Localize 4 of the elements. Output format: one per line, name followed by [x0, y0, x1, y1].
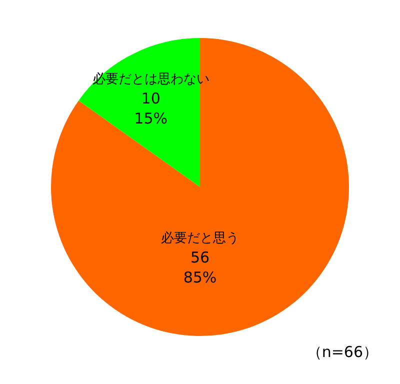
data-label: 56 85% — [183, 248, 217, 286]
slice-label: 必要だと思う — [161, 230, 239, 246]
text: （n=66） — [306, 343, 378, 362]
data-label: 10 15% — [134, 89, 168, 128]
